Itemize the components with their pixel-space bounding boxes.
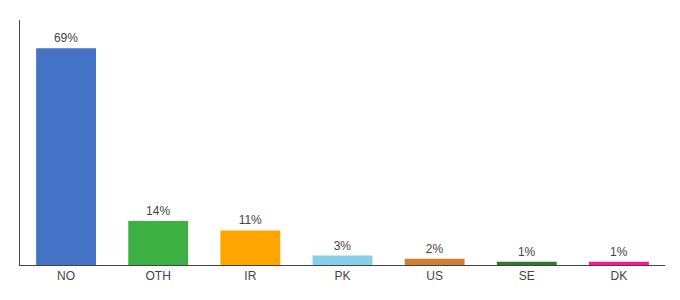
- svg-text:NO: NO: [57, 269, 75, 283]
- svg-text:PK: PK: [334, 269, 350, 283]
- svg-text:1%: 1%: [518, 245, 536, 259]
- svg-text:11%: 11%: [239, 213, 262, 227]
- svg-text:14%: 14%: [146, 204, 170, 218]
- svg-text:2%: 2%: [426, 242, 444, 256]
- svg-text:1%: 1%: [610, 245, 628, 259]
- svg-text:OTH: OTH: [146, 269, 171, 283]
- svg-text:DK: DK: [611, 269, 628, 283]
- svg-text:SE: SE: [519, 269, 535, 283]
- svg-text:69%: 69%: [54, 31, 78, 45]
- svg-text:US: US: [426, 269, 443, 283]
- svg-text:IR: IR: [244, 269, 256, 283]
- svg-text:3%: 3%: [334, 239, 352, 253]
